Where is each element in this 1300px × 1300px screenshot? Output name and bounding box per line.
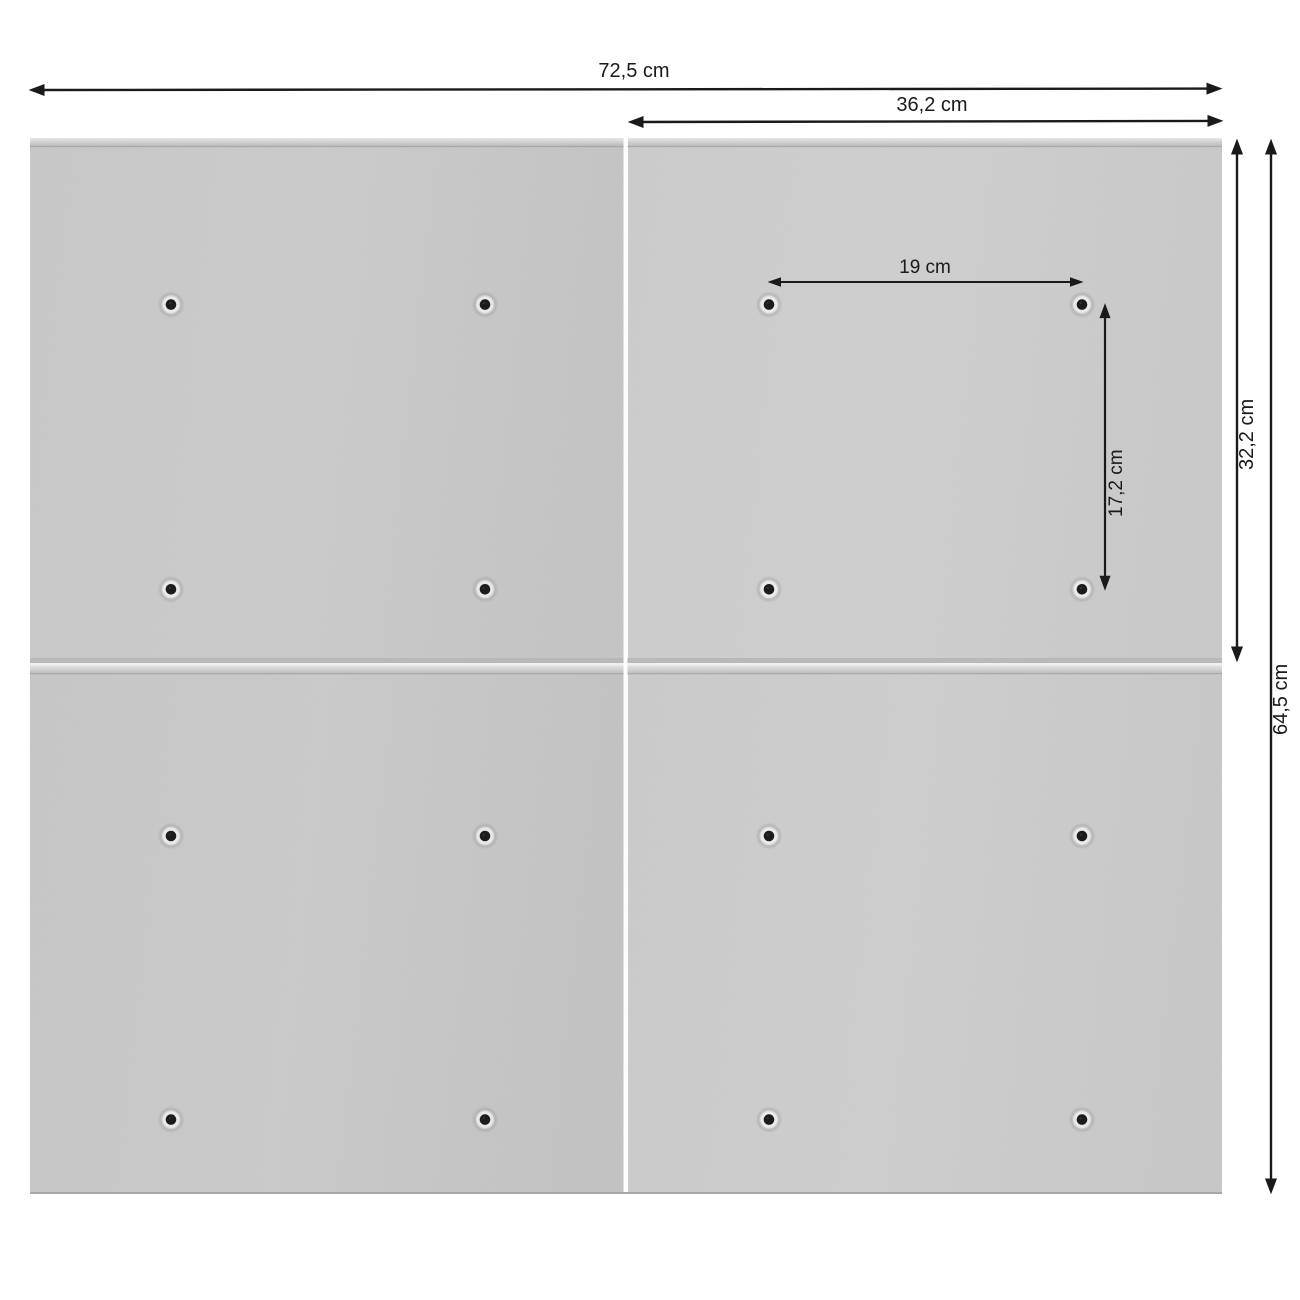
svg-text:72,5 cm: 72,5 cm (598, 60, 669, 82)
svg-text:17,2 cm: 17,2 cm (1106, 449, 1127, 517)
svg-text:36,2 cm: 36,2 cm (896, 94, 967, 116)
svg-text:19 cm: 19 cm (899, 257, 951, 278)
svg-text:64,5 cm: 64,5 cm (1270, 664, 1292, 735)
svg-text:32,2 cm: 32,2 cm (1236, 399, 1258, 470)
